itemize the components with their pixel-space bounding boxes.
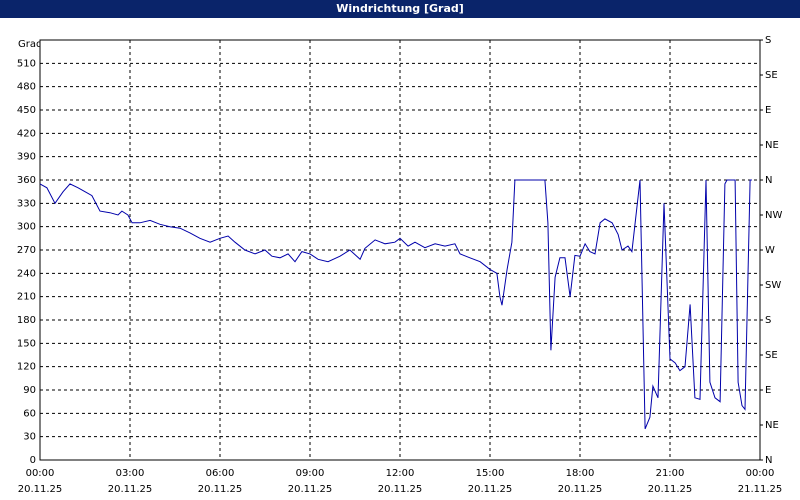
x-tick-date: 20.11.25 bbox=[558, 484, 603, 495]
y-tick-label: 390 bbox=[17, 152, 36, 163]
y-tick-label: 120 bbox=[17, 362, 36, 373]
x-tick-date: 21.11.25 bbox=[738, 484, 783, 495]
y2-tick-label: NE bbox=[765, 140, 779, 151]
y2-tick-label: SE bbox=[765, 70, 778, 81]
x-tick-date: 20.11.25 bbox=[468, 484, 513, 495]
y-tick-label: 360 bbox=[17, 175, 36, 186]
x-tick-date: 20.11.25 bbox=[378, 484, 423, 495]
y-tick-label: 450 bbox=[17, 105, 36, 116]
y-tick-label: 30 bbox=[23, 432, 36, 443]
x-tick-label: 12:00 bbox=[386, 468, 415, 479]
y-tick-label: 270 bbox=[17, 245, 36, 256]
y2-tick-label: E bbox=[765, 105, 771, 116]
y2-tick-label: E bbox=[765, 385, 771, 396]
x-tick-date: 20.11.25 bbox=[288, 484, 333, 495]
y2-tick-label: SW bbox=[765, 280, 781, 291]
y-tick-label: 150 bbox=[17, 338, 36, 349]
y2-tick-label: W bbox=[765, 245, 775, 256]
y-tick-label: 330 bbox=[17, 198, 36, 209]
y2-tick-label: NW bbox=[765, 210, 782, 221]
y-tick-label: 210 bbox=[17, 292, 36, 303]
x-tick-date: 20.11.25 bbox=[18, 484, 63, 495]
y-tick-label: 60 bbox=[23, 408, 36, 419]
data-line bbox=[39, 179, 752, 430]
y-axis-label: Grad bbox=[18, 39, 42, 50]
x-tick-label: 21:00 bbox=[656, 468, 685, 479]
y-tick-label: 480 bbox=[17, 82, 36, 93]
y-tick-label: 300 bbox=[17, 222, 36, 233]
y-tick-label: 180 bbox=[17, 315, 36, 326]
x-tick-label: 06:00 bbox=[206, 468, 235, 479]
x-tick-date: 20.11.25 bbox=[198, 484, 243, 495]
x-tick-label: 18:00 bbox=[566, 468, 595, 479]
x-tick-label: 09:00 bbox=[296, 468, 325, 479]
y2-tick-label: S bbox=[765, 315, 771, 326]
y2-tick-label: N bbox=[765, 175, 772, 186]
y-tick-label: 420 bbox=[17, 128, 36, 139]
y2-tick-label: SE bbox=[765, 350, 778, 361]
chart-title: Windrichtung [Grad] bbox=[336, 2, 464, 15]
x-tick-date: 20.11.25 bbox=[108, 484, 153, 495]
x-tick-label: 00:00 bbox=[26, 468, 55, 479]
y-tick-label: 90 bbox=[23, 385, 36, 396]
y2-tick-label: N bbox=[765, 455, 772, 466]
x-tick-label: 00:00 bbox=[746, 468, 775, 479]
title-bar bbox=[0, 0, 800, 18]
y-tick-label: 0 bbox=[30, 455, 36, 466]
y2-tick-label: NE bbox=[765, 420, 779, 431]
x-tick-label: 15:00 bbox=[476, 468, 505, 479]
x-tick-date: 20.11.25 bbox=[648, 484, 693, 495]
y-tick-label: 240 bbox=[17, 268, 36, 279]
y2-tick-label: S bbox=[765, 35, 771, 46]
x-tick-label: 03:00 bbox=[116, 468, 145, 479]
y-tick-label: 510 bbox=[17, 58, 36, 69]
